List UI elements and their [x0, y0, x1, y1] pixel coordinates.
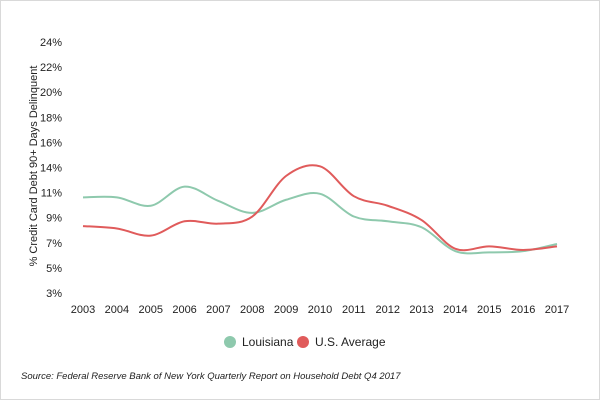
- x-tick-label: 2007: [206, 304, 230, 316]
- x-tick-label: 2012: [375, 304, 399, 316]
- legend-swatch: [224, 336, 236, 348]
- source-note: Source: Federal Reserve Bank of New York…: [21, 371, 401, 382]
- legend-swatch: [297, 336, 309, 348]
- y-axis-label: % Credit Card Debt 90+ Days Delinquent: [28, 66, 40, 267]
- y-tick-label: 24%: [40, 37, 62, 49]
- legend-label: U.S. Average: [315, 335, 386, 349]
- x-tick-label: 2006: [172, 304, 196, 316]
- y-tick-label: 22%: [40, 62, 62, 74]
- x-tick-label: 2015: [477, 304, 501, 316]
- x-tick-label: 2013: [409, 304, 433, 316]
- x-tick-label: 2010: [308, 304, 332, 316]
- y-tick-label: 9%: [46, 213, 62, 225]
- x-tick-label: 2011: [342, 304, 366, 316]
- y-axis-ticks: 3% 5% 7% 9% 11% 14% 16% 18% 20% 22% 24%: [40, 37, 62, 300]
- x-tick-label: 2004: [105, 304, 129, 316]
- x-axis-ticks: 2003 2004 2005 2006 2007 2008 2009 2010 2011 2012…: [71, 304, 569, 316]
- y-tick-label: 16%: [40, 137, 62, 149]
- x-tick-label: 2014: [443, 304, 467, 316]
- series-line-louisiana: [82, 185, 558, 255]
- legend: Louisiana U.S. Average: [224, 335, 386, 349]
- x-tick-label: 2008: [240, 304, 264, 316]
- legend-label: Louisiana: [242, 335, 294, 349]
- y-tick-label: 11%: [41, 188, 62, 200]
- y-tick-label: 14%: [40, 163, 62, 175]
- y-tick-label: 3%: [46, 288, 62, 300]
- y-tick-label: 18%: [40, 112, 62, 124]
- y-tick-label: 7%: [46, 238, 62, 250]
- x-tick-label: 2005: [138, 304, 162, 316]
- series-lines: [82, 164, 558, 255]
- x-tick-label: 2009: [274, 304, 298, 316]
- series-line-u-s-average: [82, 164, 558, 252]
- x-tick-label: 2017: [545, 304, 569, 316]
- x-tick-label: 2016: [511, 304, 535, 316]
- x-tick-label: 2003: [71, 304, 95, 316]
- y-tick-label: 20%: [40, 87, 62, 99]
- y-tick-label: 5%: [46, 263, 62, 275]
